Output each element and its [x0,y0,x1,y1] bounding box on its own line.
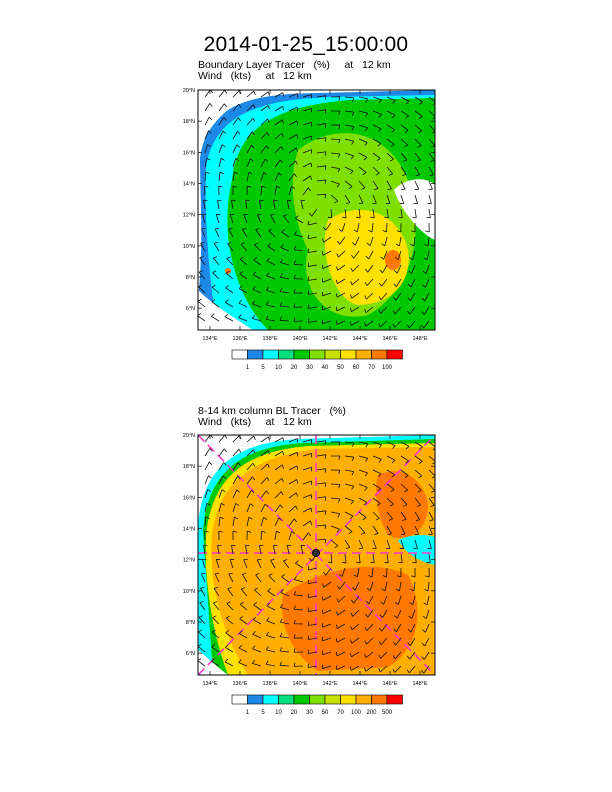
main-title: 2014-01-25_15:00:00 [203,33,409,56]
lat-tick-label: 10°N [183,589,195,595]
colorbar-label: 30 [306,710,313,716]
colorbar-label: 500 [382,710,393,716]
panel1-field: 20°N 18°N 16°N 14°N 12°N 10°N 8°N 6°N 134°E 136°E… [183,88,436,342]
lat-tick-label: 12°N [183,213,195,219]
lat-tick-label: 8°N [186,620,195,626]
lat-tick-label: 6°N [186,651,195,657]
lon-tick-label: 136°E [232,681,247,687]
lon-tick-label: 142°E [322,681,337,687]
panel2-subtitle: Wind (kts) at 12 km [198,416,312,428]
lat-tick-label: 8°N [186,275,195,281]
panel2-colorbar: 1 5 10 20 30 50 70 100 200 500 [231,694,403,716]
lat-tick-label: 16°N [183,150,195,156]
lat-tick-label: 6°N [186,306,195,312]
lon-tick-label: 138°E [262,681,277,687]
colorbar-label: 5 [261,710,265,716]
colorbar-label: 10 [275,710,282,716]
lat-tick-label: 18°N [183,119,195,125]
lat-tick-label: 18°N [183,464,195,470]
lon-tick-label: 144°E [352,681,367,687]
colorbar-label: 100 [382,365,393,371]
lon-tick-label: 148°E [412,681,427,687]
panel2-map: 20°N 18°N 16°N 14°N 12°N 10°N 8°N 6°N 134°E 136°E… [183,433,436,716]
colorbar-label: 200 [366,710,377,716]
colorbar-label: 70 [337,710,344,716]
panel1-colorbar: 1 5 10 20 30 40 50 60 70 100 [231,349,403,371]
colorbar-label: 50 [322,710,329,716]
lon-tick-label: 148°E [412,336,427,342]
lon-tick-label: 136°E [232,336,247,342]
panel1-title: Boundary Layer Tracer (%) at 12 km [198,59,391,71]
panel2-title: 8-14 km column BL Tracer (%) [198,405,346,417]
colorbar-label: 100 [351,710,362,716]
lat-tick-label: 14°N [183,527,195,533]
lat-tick-label: 20°N [183,88,195,94]
lat-tick-label: 16°N [183,495,195,501]
lat-tick-label: 14°N [183,182,195,188]
wind-barbs [198,435,435,674]
lon-tick-label: 146°E [382,336,397,342]
colorbar-label: 70 [368,365,375,371]
lon-tick-label: 140°E [292,336,307,342]
colorbar-label: 30 [306,365,313,371]
colorbar-label: 20 [291,365,298,371]
map-frame [197,89,436,331]
lon-tick-label: 134°E [202,336,217,342]
lon-tick-label: 144°E [352,336,367,342]
colorbar-label: 1 [246,365,250,371]
lon-tick-label: 134°E [202,681,217,687]
panel1-map: 20°N 18°N 16°N 14°N 12°N 10°N 8°N 6°N 134°E 136°E… [183,88,436,371]
colorbar-label: 40 [322,365,329,371]
colorbar-label: 20 [291,710,298,716]
colorbar-label: 1 [246,710,250,716]
lon-tick-label: 140°E [292,681,307,687]
lat-tick-label: 20°N [183,433,195,439]
colorbar-label: 60 [353,365,360,371]
storm-center-marker [312,549,320,557]
panel1-subtitle: Wind (kts) at 12 km [198,70,312,82]
panel2-field: 20°N 18°N 16°N 14°N 12°N 10°N 8°N 6°N 134°E 136°E… [183,433,436,687]
map-frame [197,434,436,676]
lat-tick-label: 10°N [183,244,195,250]
lon-tick-label: 142°E [322,336,337,342]
wind-barbs [198,90,435,329]
colorbar-label: 10 [275,365,282,371]
lon-tick-label: 146°E [382,681,397,687]
colorbar-label: 5 [261,365,265,371]
colorbar-label: 50 [337,365,344,371]
lat-tick-label: 12°N [183,558,195,564]
lon-tick-label: 138°E [262,336,277,342]
